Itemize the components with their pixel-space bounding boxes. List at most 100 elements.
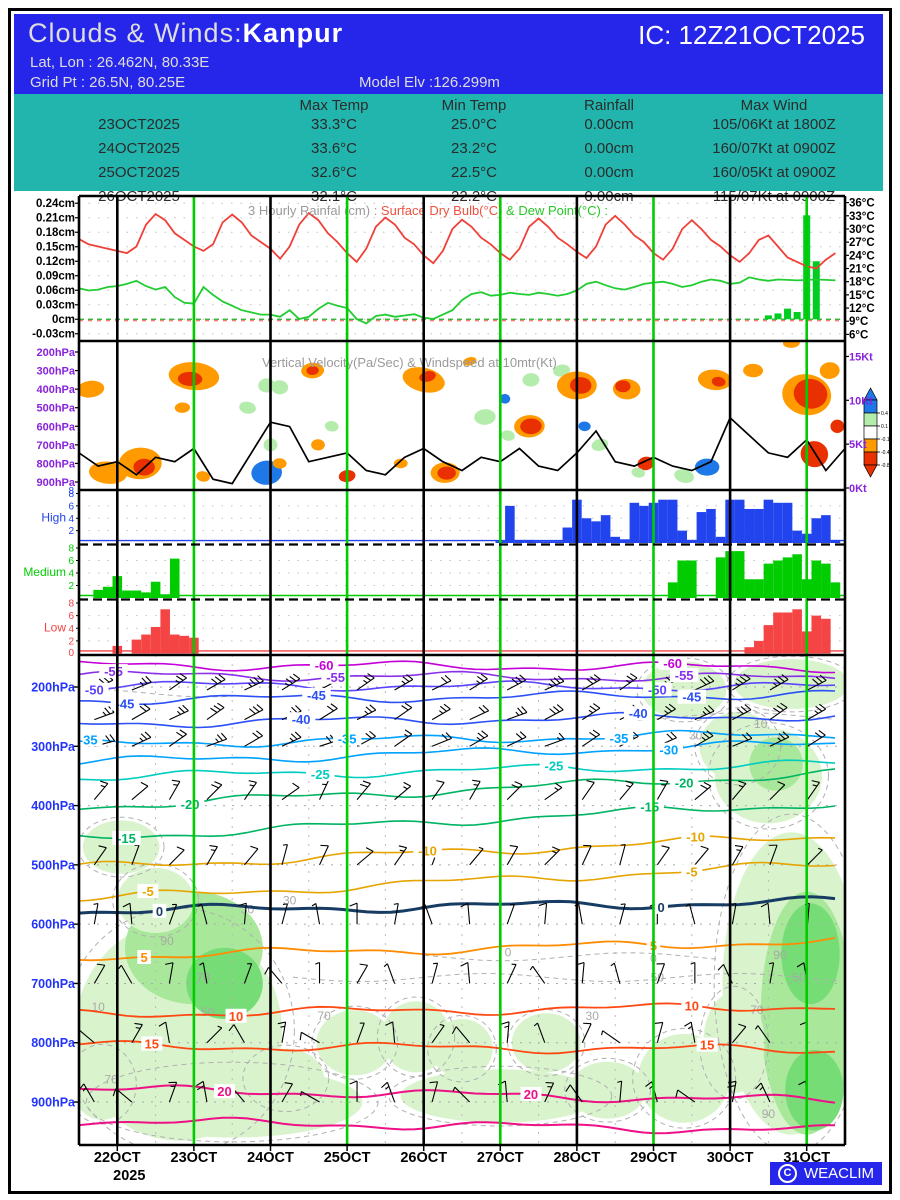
svg-text:50: 50	[201, 1005, 215, 1019]
svg-text:4: 4	[68, 569, 74, 580]
svg-text:30°C: 30°C	[849, 224, 875, 236]
page-title: Clouds & Winds:Kanpur	[28, 18, 344, 48]
svg-text:8: 8	[68, 544, 74, 555]
svg-text:30: 30	[283, 893, 297, 907]
svg-text:90: 90	[773, 948, 787, 962]
svg-text:2: 2	[68, 636, 74, 647]
table-cell: 33.3°C	[310, 116, 358, 133]
svg-text:10: 10	[754, 717, 768, 731]
svg-text:6°C: 6°C	[849, 329, 868, 341]
svg-text:Medium: Medium	[23, 565, 66, 579]
vv-colorbar: 0.4 0.1 -0.1 -0.4 -0.8	[863, 387, 890, 478]
svg-text:15Kt: 15Kt	[849, 351, 873, 363]
svg-text:-0.4: -0.4	[881, 450, 890, 456]
svg-text:9°C: 9°C	[849, 316, 868, 328]
col-header: Max Temp	[299, 97, 369, 114]
svg-text:800hPa: 800hPa	[36, 458, 75, 470]
svg-text:5: 5	[140, 950, 147, 965]
svg-text:23OCT: 23OCT	[171, 1150, 218, 1166]
svg-text:-45: -45	[307, 688, 326, 703]
svg-text:0cm: 0cm	[52, 314, 75, 326]
svg-text:800hPa: 800hPa	[31, 1036, 76, 1050]
svg-text:Low: Low	[44, 620, 66, 634]
svg-text:27°C: 27°C	[849, 237, 875, 249]
init-condition: IC: 12Z21OCT2025	[638, 20, 865, 50]
svg-text:3 Hourly Rainfal (cm) : Surfac: 3 Hourly Rainfal (cm) : Surface Dry Bulb…	[248, 203, 608, 218]
svg-text:-0.1: -0.1	[881, 437, 890, 443]
svg-text:30OCT: 30OCT	[707, 1150, 754, 1166]
svg-text:700hPa: 700hPa	[36, 440, 75, 452]
table-cell: 160/05Kt at 0900Z	[712, 164, 836, 181]
svg-text:0.4: 0.4	[881, 411, 888, 417]
svg-text:25OCT: 25OCT	[324, 1150, 371, 1166]
svg-text:0.15cm: 0.15cm	[36, 242, 75, 254]
table-cell: 105/06Kt at 1800Z	[712, 116, 836, 133]
svg-text:-10: -10	[686, 829, 705, 844]
axis-labels: 0.24cm 0.21cm 0.18cm 0.15cm 0.12cm 0.09cm 0.06…	[31, 198, 874, 1184]
svg-text:-25: -25	[311, 767, 330, 782]
svg-text:900hPa: 900hPa	[36, 477, 75, 489]
svg-text:-60: -60	[663, 656, 682, 671]
svg-text:0.12cm: 0.12cm	[36, 256, 75, 268]
svg-text:-20: -20	[181, 797, 200, 812]
svg-text:-35: -35	[610, 731, 629, 746]
svg-text:-5: -5	[142, 884, 154, 899]
svg-text:70: 70	[196, 971, 210, 985]
svg-text:-55: -55	[104, 664, 123, 679]
svg-text:2: 2	[68, 581, 74, 592]
svg-text:0.21cm: 0.21cm	[36, 213, 75, 225]
svg-text:29OCT: 29OCT	[630, 1150, 677, 1166]
model-elevation: Model Elv :126.299m	[359, 74, 500, 91]
copyright-icon: C	[777, 1164, 797, 1183]
svg-text:-40: -40	[629, 706, 648, 721]
svg-text:10Kt: 10Kt	[849, 395, 873, 407]
svg-text:8: 8	[68, 486, 74, 497]
svg-text:27OCT: 27OCT	[477, 1150, 524, 1166]
table-cell: 32.6°C	[310, 164, 358, 181]
table-cell: 22.5°C	[450, 164, 498, 181]
svg-text:6: 6	[68, 611, 74, 622]
svg-text:0.06cm: 0.06cm	[36, 285, 75, 297]
svg-text:0.1: 0.1	[881, 424, 888, 430]
svg-text:6: 6	[68, 556, 74, 567]
svg-text:2: 2	[68, 526, 74, 537]
svg-text:24°C: 24°C	[849, 250, 875, 262]
svg-text:400hPa: 400hPa	[36, 384, 75, 396]
table-cell: 0.00cm	[584, 116, 634, 133]
table-row: 25OCT2025 32.6°C 22.5°C 0.00cm 160/05Kt at 0…	[14, 164, 883, 181]
svg-text:0.03cm: 0.03cm	[36, 300, 75, 312]
svg-text:-0.03cm: -0.03cm	[32, 329, 75, 341]
svg-text:24OCT: 24OCT	[247, 1150, 294, 1166]
weaclim-badge[interactable]: C WEACLIM	[770, 1162, 882, 1185]
svg-text:90: 90	[762, 1107, 776, 1121]
svg-text:-50: -50	[648, 682, 667, 697]
svg-text:500hPa: 500hPa	[36, 403, 75, 415]
header-banner: Clouds & Winds:Kanpur IC: 12Z21OCT2025 L…	[14, 14, 883, 94]
svg-text:15: 15	[145, 1036, 159, 1051]
panel-upper-air: 1070907050303070030050301070905090-60-60…	[79, 655, 845, 1145]
lat-lon: Lat, Lon : 26.462N, 80.33E	[30, 54, 210, 71]
svg-text:-45: -45	[682, 690, 701, 705]
svg-text:10: 10	[229, 1009, 243, 1024]
day-gridlines	[116, 196, 809, 1145]
svg-text:300hPa: 300hPa	[31, 740, 76, 754]
svg-text:-50: -50	[85, 683, 104, 698]
svg-text:0.09cm: 0.09cm	[36, 271, 75, 283]
svg-text:0: 0	[505, 946, 512, 960]
svg-text:50: 50	[792, 971, 806, 985]
table-header-row: Max Temp Min Temp Rainfall Max Wind	[14, 97, 883, 114]
svg-text:-10: -10	[418, 844, 437, 859]
svg-text:36°C: 36°C	[849, 198, 875, 210]
page-border	[8, 8, 892, 1194]
svg-text:21°C: 21°C	[849, 263, 875, 275]
svg-text:600hPa: 600hPa	[31, 918, 76, 932]
table-cell: 160/07Kt at 0900Z	[712, 140, 836, 157]
svg-text:28OCT: 28OCT	[554, 1150, 601, 1166]
svg-text:900hPa: 900hPa	[31, 1096, 76, 1110]
svg-text:High: High	[41, 510, 66, 524]
svg-text:-30: -30	[659, 743, 678, 758]
col-header: Rainfall	[583, 97, 635, 114]
svg-text:10: 10	[685, 998, 699, 1013]
